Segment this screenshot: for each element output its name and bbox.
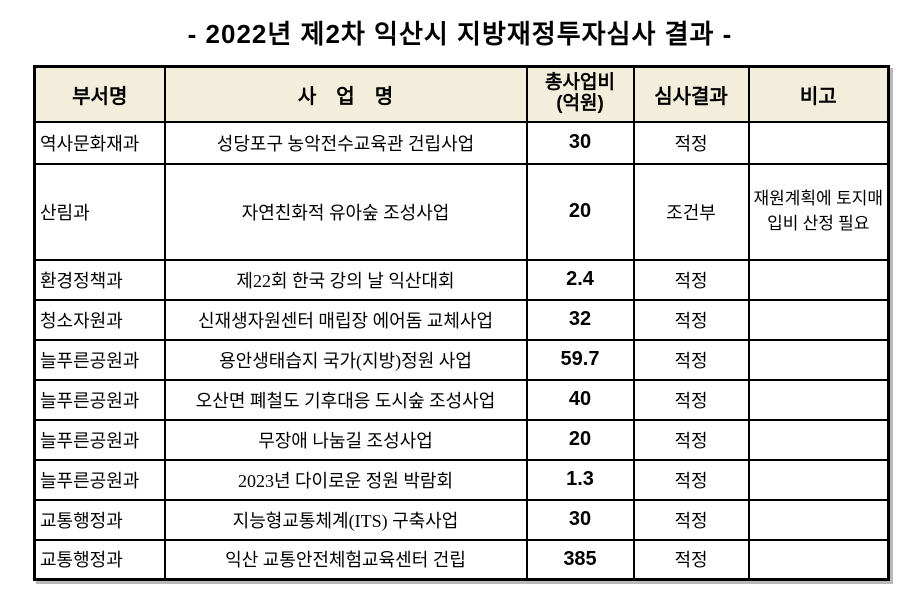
cost-cell: 30 <box>525 498 635 541</box>
note-cell: 재원계획에 토지매입비 산정 필요 <box>747 162 890 261</box>
table-row: 역사문화재과 성당포구 농악전수교육관 건립사업 30 적정 <box>33 120 890 165</box>
cost-cell: 20 <box>525 162 635 261</box>
column-header-dept: 부서명 <box>33 65 166 123</box>
project-cell: 용안생태습지 국가(지방)정원 사업 <box>163 338 528 381</box>
result-cell: 적정 <box>632 338 750 381</box>
note-cell <box>747 338 890 381</box>
result-cell: 적정 <box>632 298 750 341</box>
project-cell: 익산 교통안전체험교육센터 건립 <box>163 538 528 581</box>
dept-cell: 산림과 <box>33 162 166 261</box>
column-header-cost: 총사업비 (억원) <box>525 65 635 123</box>
column-header-project: 사 업 명 <box>163 65 528 123</box>
table-row: 늘푸른공원과 무장애 나눔길 조성사업 20 적정 <box>33 418 890 461</box>
note-cell <box>747 498 890 541</box>
result-cell: 적정 <box>632 498 750 541</box>
dept-cell: 역사문화재과 <box>33 120 166 165</box>
note-cell <box>747 378 890 421</box>
result-cell: 적정 <box>632 458 750 501</box>
project-cell: 성당포구 농악전수교육관 건립사업 <box>163 120 528 165</box>
cost-cell: 2.4 <box>525 258 635 301</box>
table-row: 늘푸른공원과 용안생태습지 국가(지방)정원 사업 59.7 적정 <box>33 338 890 381</box>
dept-cell: 늘푸른공원과 <box>33 378 166 421</box>
result-cell: 적정 <box>632 538 750 581</box>
dept-cell: 청소자원과 <box>33 298 166 341</box>
note-cell <box>747 258 890 301</box>
result-cell: 적정 <box>632 258 750 301</box>
table-row: 늘푸른공원과 오산면 폐철도 기후대응 도시숲 조성사업 40 적정 <box>33 378 890 421</box>
note-cell <box>747 120 890 165</box>
cost-cell: 59.7 <box>525 338 635 381</box>
project-cell: 2023년 다이로운 정원 박람회 <box>163 458 528 501</box>
table-row: 청소자원과 신재생자원센터 매립장 에어돔 교체사업 32 적정 <box>33 298 890 341</box>
column-header-note: 비고 <box>747 65 890 123</box>
page-title: - 2022년 제2차 익산시 지방재정투자심사 결과 - <box>187 19 733 49</box>
cost-cell: 20 <box>525 418 635 461</box>
results-table: 부서명 사 업 명 총사업비 (억원) 심사결과 비고 역사문화재과 성당포구 … <box>33 65 890 581</box>
dept-cell: 환경정책과 <box>33 258 166 301</box>
dept-cell: 늘푸른공원과 <box>33 418 166 461</box>
note-cell <box>747 458 890 501</box>
dept-cell: 늘푸른공원과 <box>33 458 166 501</box>
project-cell: 지능형교통체계(ITS) 구축사업 <box>163 498 528 541</box>
column-header-result: 심사결과 <box>632 65 750 123</box>
cost-cell: 385 <box>525 538 635 581</box>
dept-cell: 교통행정과 <box>33 538 166 581</box>
project-cell: 제22회 한국 강의 날 익산대회 <box>163 258 528 301</box>
header-row: 부서명 사 업 명 총사업비 (억원) 심사결과 비고 <box>33 65 890 123</box>
result-cell: 적정 <box>632 378 750 421</box>
project-cell: 신재생자원센터 매립장 에어돔 교체사업 <box>163 298 528 341</box>
table-row: 산림과 자연친화적 유아숲 조성사업 20 조건부 재원계획에 토지매입비 산정… <box>33 162 890 261</box>
dept-cell: 늘푸른공원과 <box>33 338 166 381</box>
project-cell: 오산면 폐철도 기후대응 도시숲 조성사업 <box>163 378 528 421</box>
table-row: 교통행정과 익산 교통안전체험교육센터 건립 385 적정 <box>33 538 890 581</box>
cost-cell: 32 <box>525 298 635 341</box>
note-cell <box>747 298 890 341</box>
result-cell: 조건부 <box>632 162 750 261</box>
cost-cell: 40 <box>525 378 635 421</box>
note-cell <box>747 418 890 461</box>
cost-cell: 1.3 <box>525 458 635 501</box>
table-row: 늘푸른공원과 2023년 다이로운 정원 박람회 1.3 적정 <box>33 458 890 501</box>
result-cell: 적정 <box>632 120 750 165</box>
project-cell: 무장애 나눔길 조성사업 <box>163 418 528 461</box>
project-cell: 자연친화적 유아숲 조성사업 <box>163 162 528 261</box>
table-row: 교통행정과 지능형교통체계(ITS) 구축사업 30 적정 <box>33 498 890 541</box>
note-cell <box>747 538 890 581</box>
table-row: 환경정책과 제22회 한국 강의 날 익산대회 2.4 적정 <box>33 258 890 301</box>
cost-cell: 30 <box>525 120 635 165</box>
dept-cell: 교통행정과 <box>33 498 166 541</box>
result-cell: 적정 <box>632 418 750 461</box>
